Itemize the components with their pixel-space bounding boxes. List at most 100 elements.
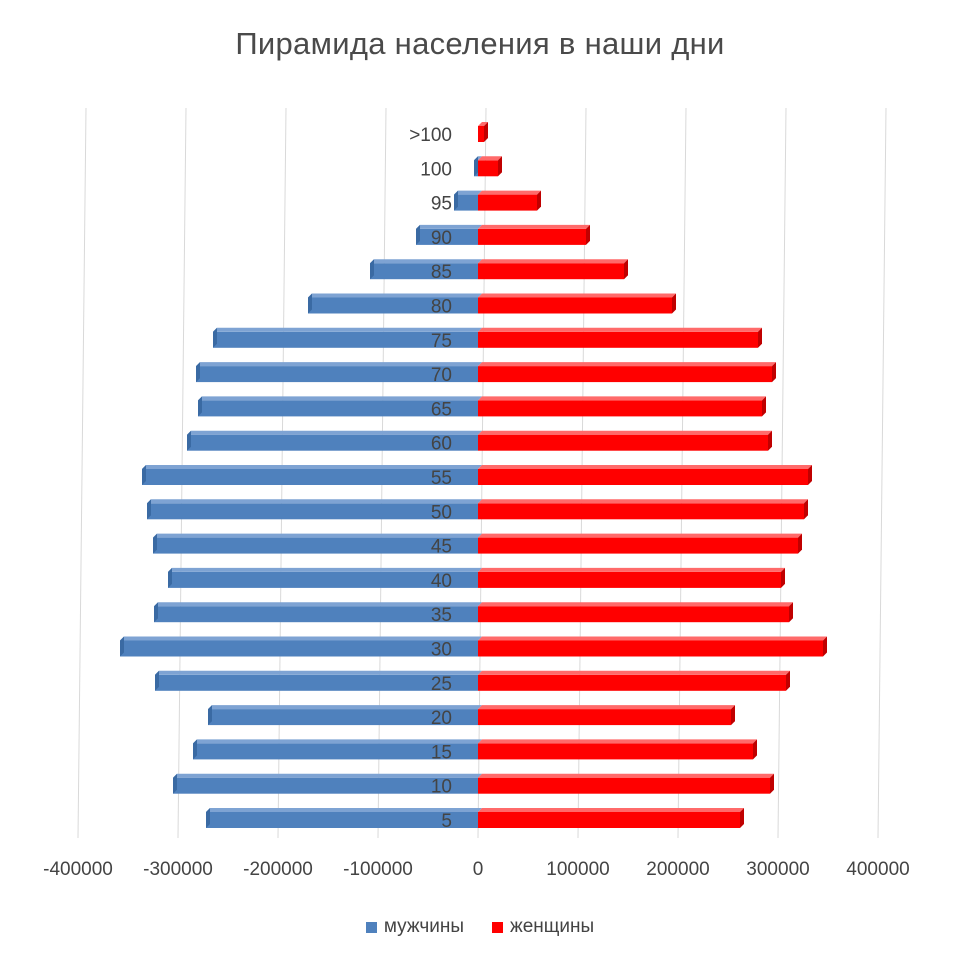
female-bar-end — [823, 636, 827, 657]
y-tick-label: 45 — [431, 537, 452, 558]
male-bar-end — [193, 739, 197, 760]
x-tick-label: -200000 — [243, 859, 313, 880]
female-bar-end — [498, 156, 502, 177]
female-bar-end — [740, 808, 744, 828]
legend-item-female: женщины — [491, 916, 595, 938]
gridline — [77, 107, 87, 839]
male-bar-top — [308, 293, 482, 298]
male-bar — [213, 331, 478, 348]
female-bar-end — [731, 705, 735, 726]
y-tick-label: 90 — [431, 228, 452, 249]
female-bar — [478, 777, 770, 794]
y-tick-label: 40 — [431, 571, 452, 592]
female-bar-top — [478, 739, 757, 744]
male-bar-top — [370, 259, 482, 264]
legend: мужчины женщины — [0, 916, 960, 938]
female-bar — [478, 366, 772, 383]
female-bar-end — [758, 327, 762, 348]
male-bar-top — [154, 602, 482, 607]
male-bar — [142, 469, 478, 485]
female-bar — [478, 571, 781, 588]
female-bar-end — [624, 259, 628, 280]
female-bar — [478, 674, 786, 691]
male-bar-end — [196, 362, 200, 383]
female-bar-top — [478, 499, 808, 504]
female-bar-end — [762, 396, 766, 417]
male-bar-end — [168, 567, 172, 588]
male-bar-end — [173, 773, 177, 794]
male-bar-end — [198, 396, 202, 417]
male-bar — [193, 743, 478, 760]
female-bar-top — [478, 156, 502, 161]
male-bar — [208, 709, 478, 726]
y-tick-label: 50 — [431, 502, 452, 523]
male-bar-end — [308, 293, 312, 314]
male-bar — [120, 640, 478, 657]
female-bar-top — [478, 465, 812, 469]
legend-swatch-male — [365, 921, 377, 933]
x-tick-label: -300000 — [143, 859, 213, 880]
female-bar — [478, 469, 808, 485]
female-bar-end — [804, 499, 808, 520]
male-bar-end — [416, 224, 420, 245]
male-bar-end — [454, 190, 458, 211]
male-bar — [206, 812, 478, 828]
female-bar-end — [772, 362, 776, 383]
female-bar-end — [586, 224, 590, 245]
male-bar — [416, 228, 478, 245]
male-bar — [308, 297, 478, 314]
female-bar-end — [537, 190, 541, 211]
female-bar — [478, 331, 758, 348]
male-bar-end — [206, 808, 210, 828]
female-bar-end — [768, 430, 772, 451]
y-tick-label: 20 — [431, 708, 452, 729]
male-bar-top — [198, 396, 482, 401]
x-tick-label: 100000 — [546, 859, 609, 880]
female-bar-top — [478, 533, 802, 538]
male-bar-end — [208, 705, 212, 726]
male-bar — [454, 194, 478, 211]
female-bar — [478, 812, 740, 828]
female-bar-end — [770, 773, 774, 794]
female-bar-end — [781, 567, 785, 588]
y-tick-label: 85 — [431, 262, 452, 283]
y-tick-label: 25 — [431, 674, 452, 695]
female-bar-top — [478, 362, 776, 367]
female-bar — [478, 400, 762, 417]
female-bar — [478, 434, 768, 451]
y-tick-label: 35 — [431, 605, 452, 626]
male-bar-top — [168, 567, 482, 572]
male-bar-end — [474, 156, 478, 177]
x-tick-label: 200000 — [646, 859, 709, 880]
male-bar-end — [370, 259, 374, 280]
female-bar — [478, 297, 672, 314]
male-bar-top — [196, 362, 482, 367]
chart-title: Пирамида населения в наши дни — [235, 26, 725, 61]
female-bar-top — [478, 602, 793, 607]
y-tick-label: 10 — [431, 777, 452, 798]
female-bar-top — [478, 670, 790, 675]
male-bar-top — [416, 224, 482, 229]
male-bar-top — [193, 739, 482, 744]
y-tick-label: 80 — [431, 297, 452, 318]
female-bar — [478, 537, 798, 554]
x-tick-label: -400000 — [43, 859, 113, 880]
y-tick-label: 30 — [431, 640, 452, 661]
male-bar — [168, 571, 478, 588]
male-bar — [370, 263, 478, 280]
legend-label-female: женщины — [509, 916, 595, 937]
female-bar — [478, 194, 537, 211]
male-bar-top — [155, 670, 482, 675]
male-bar-top — [120, 636, 482, 641]
y-tick-label: 60 — [431, 434, 452, 455]
male-bar — [187, 434, 478, 451]
y-tick-label: 75 — [431, 331, 452, 352]
y-tick-label: 70 — [431, 365, 452, 386]
female-bar-top — [478, 293, 676, 298]
female-bar-end — [786, 670, 790, 691]
female-bar-top — [478, 190, 541, 195]
male-bar-top — [147, 499, 482, 504]
female-bar-end — [789, 602, 793, 623]
male-bar-top — [208, 705, 482, 710]
